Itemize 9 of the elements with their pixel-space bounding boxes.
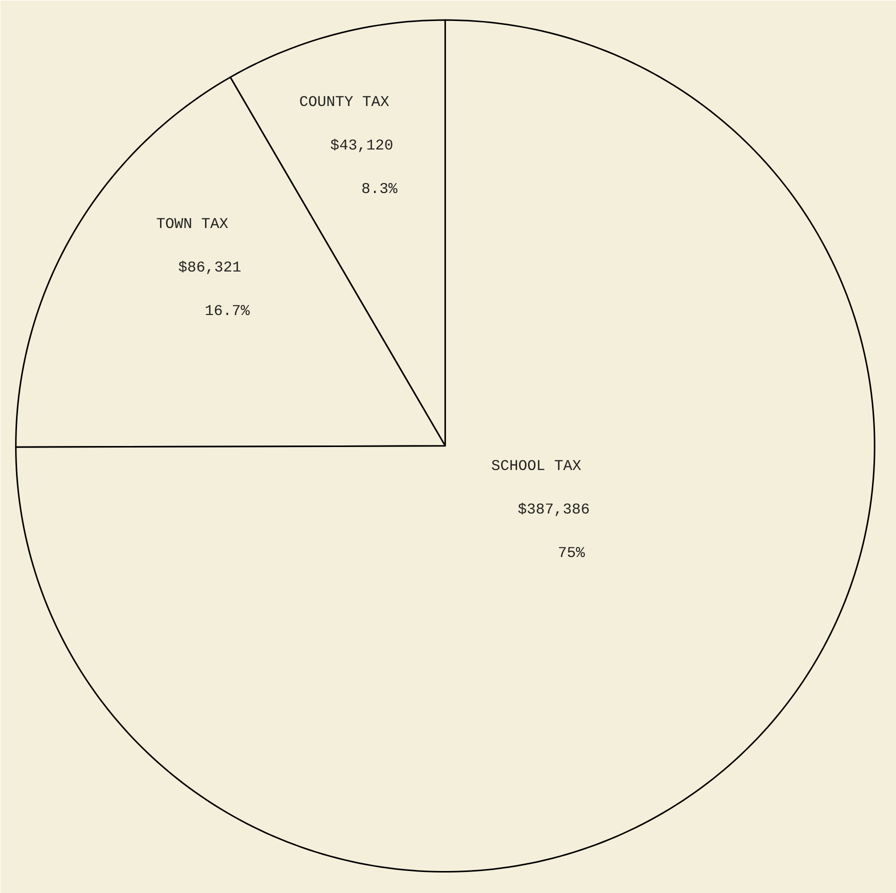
- data-label: $387,386: [518, 501, 590, 518]
- text: 8.3%: [361, 181, 398, 198]
- text: 75%: [558, 544, 586, 562]
- slice-label: SCHOOL TAX: [491, 458, 582, 475]
- data-label: $86,321: [178, 260, 242, 277]
- text: 16.7%: [204, 303, 251, 320]
- data-label: $43,120: [330, 138, 394, 155]
- slice-label: COUNTY TAX: [299, 94, 390, 112]
- slice-label: TOWN TAX: [156, 216, 228, 234]
